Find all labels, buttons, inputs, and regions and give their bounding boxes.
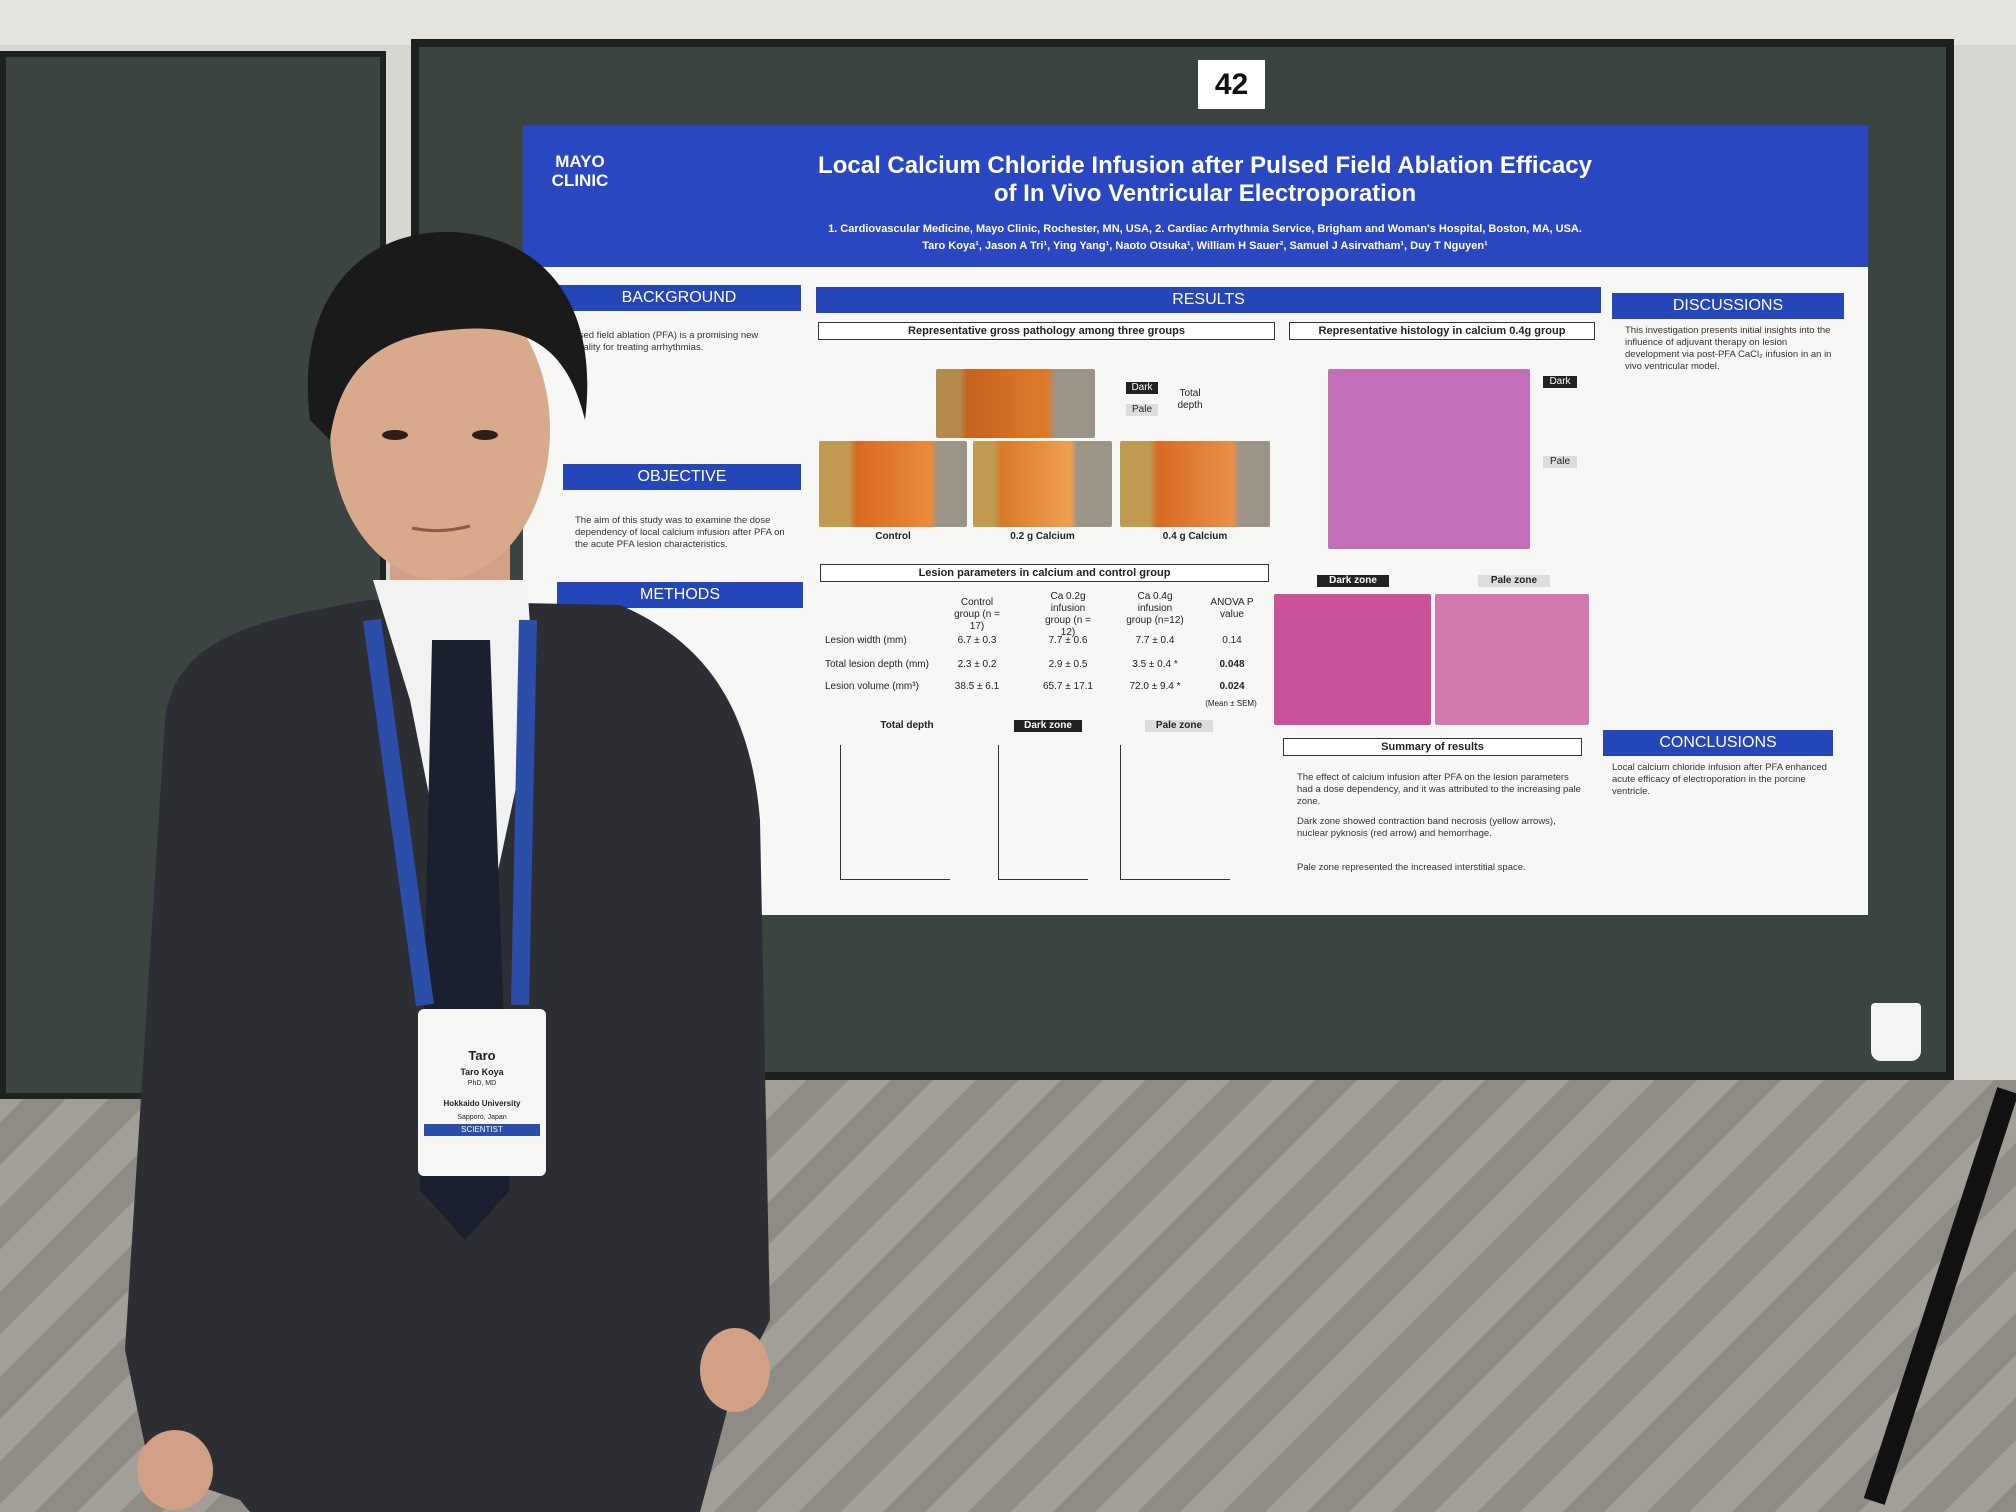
- table-cell: 0.024: [1219, 681, 1245, 692]
- subheading: Representative histology in calcium 0.4g…: [1289, 322, 1595, 340]
- badge: [418, 1009, 546, 1176]
- chart-title: Total depth: [880, 720, 934, 731]
- summary-item: Dark zone showed contraction band necros…: [1297, 816, 1556, 839]
- head: [330, 280, 550, 580]
- section-header: BACKGROUND: [557, 285, 801, 311]
- label: Pale: [1543, 456, 1577, 468]
- table-header: Ca 0.2g infusion group (n = 12): [1045, 591, 1091, 638]
- table-cell: Lesion volume (mm³): [825, 681, 919, 692]
- badge-name: Taro Koya: [460, 1067, 504, 1077]
- label: Total depth: [1177, 388, 1203, 411]
- section-text: Pulsed field ablation (PFA) is a promisi…: [565, 330, 759, 353]
- table-cell: 0.14: [1222, 635, 1242, 646]
- gross-photo: [936, 369, 1095, 438]
- section-text: This investigation presents initial insi…: [1625, 325, 1832, 372]
- section-text: Local calcium chloride infusion after PF…: [1612, 762, 1827, 797]
- eye: [472, 430, 498, 440]
- table-cell: Total lesion depth (mm): [825, 659, 929, 670]
- section-header: RESULTS: [816, 287, 1601, 313]
- mouth: [411, 524, 471, 533]
- label: Pale zone: [1478, 575, 1550, 587]
- table-cell: 3.5 ± 0.4 *: [1132, 659, 1178, 670]
- gross-photo: [1120, 441, 1270, 527]
- histology-image: [1328, 369, 1530, 549]
- cup: [1871, 1003, 1921, 1061]
- table-cell: 7.7 ± 0.4: [1135, 635, 1175, 646]
- table-header: Control group (n = 17): [954, 597, 1000, 632]
- label: Dark: [1543, 376, 1577, 388]
- label: 0.4 g Calcium: [1162, 531, 1228, 542]
- section-header: METHODS: [557, 582, 803, 608]
- hair: [307, 231, 588, 440]
- table-note: (Mean ± SEM): [1205, 699, 1257, 708]
- affiliations: 1. Cardiovascular Medicine, Mayo Clinic,…: [828, 223, 1582, 235]
- chart-title: Dark zone: [1014, 720, 1082, 732]
- summary-item: Pale zone represented the increased inte…: [1297, 862, 1526, 873]
- gross-photo: [819, 441, 967, 527]
- badge-degree: PhD, MD: [467, 1080, 497, 1087]
- logo: MAYO CLINIC: [551, 152, 609, 190]
- poster-header: [523, 125, 1868, 267]
- badge-city: Sapporo, Japan: [457, 1114, 507, 1121]
- section-text: The aim of this study was to examine the…: [575, 515, 785, 550]
- label: Dark zone: [1317, 575, 1389, 587]
- chart-title: Pale zone: [1145, 720, 1213, 732]
- title: Local Calcium Chloride Infusion after Pu…: [818, 152, 1592, 179]
- table-cell: 6.7 ± 0.3: [957, 635, 997, 646]
- summary-item: The effect of calcium infusion after PFA…: [1297, 772, 1581, 807]
- section-header: DISCUSSIONS: [1612, 293, 1844, 319]
- chart-area: [1120, 745, 1230, 880]
- table-cell: 65.7 ± 17.1: [1043, 681, 1093, 692]
- board-number: 42: [1198, 60, 1265, 109]
- ceiling: [0, 0, 2016, 45]
- gross-photo: [973, 441, 1112, 527]
- eye: [382, 430, 408, 440]
- table-header: ANOVA P value: [1210, 597, 1254, 620]
- title: of In Vivo Ventricular Electroporation: [993, 180, 1417, 207]
- table-cell: 7.7 ± 0.6: [1048, 635, 1088, 646]
- table-cell: 2.3 ± 0.2: [957, 659, 997, 670]
- label: Pale: [1126, 404, 1158, 416]
- subheading: Summary of results: [1283, 738, 1582, 756]
- badge-org: Hokkaido University: [443, 1099, 521, 1108]
- hand: [700, 1328, 770, 1412]
- label: Dark: [1126, 382, 1158, 394]
- lanyard: [363, 618, 537, 1007]
- hand: [137, 1430, 213, 1510]
- section-header: OBJECTIVE: [563, 464, 801, 490]
- table-cell: 2.9 ± 0.5: [1048, 659, 1088, 670]
- subheading: Representative gross pathology among thr…: [818, 322, 1275, 340]
- section-header: CONCLUSIONS: [1603, 730, 1833, 756]
- table-cell: Lesion width (mm): [825, 635, 907, 646]
- badge-first: Taro: [468, 1048, 496, 1063]
- histology-image: [1435, 594, 1589, 725]
- table-cell: 72.0 ± 9.4 *: [1129, 681, 1181, 692]
- subheading: Lesion parameters in calcium and control…: [820, 564, 1269, 582]
- label: 0.2 g Calcium: [1010, 531, 1075, 542]
- authors: Taro Koya¹, Jason A Tri¹, Ying Yang¹, Na…: [922, 240, 1488, 252]
- table-cell: 38.5 ± 6.1: [954, 681, 1000, 692]
- histology-image: [1274, 594, 1431, 725]
- table-header: Ca 0.4g infusion group (n=12): [1126, 591, 1184, 626]
- chart-area: [998, 745, 1088, 880]
- label: Control: [875, 531, 911, 542]
- chart-area: [840, 745, 950, 880]
- table-cell: 0.048: [1219, 659, 1245, 670]
- badge-role: SCIENTIST: [424, 1124, 540, 1136]
